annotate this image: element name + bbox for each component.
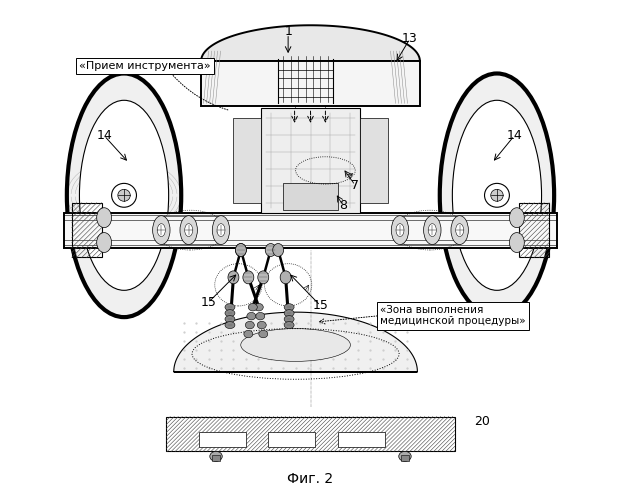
Text: 7: 7 [351,179,360,192]
Ellipse shape [259,330,268,338]
Ellipse shape [424,216,441,244]
Ellipse shape [225,316,235,322]
Text: Фиг. 2: Фиг. 2 [288,472,333,486]
Text: «Прием инструмента»: «Прием инструмента» [79,61,211,71]
Ellipse shape [284,316,294,322]
Bar [201,61,420,106]
Text: 8: 8 [339,198,347,212]
Ellipse shape [273,244,284,256]
Ellipse shape [509,208,524,228]
Ellipse shape [157,224,165,236]
Ellipse shape [184,224,193,236]
Ellipse shape [451,216,468,244]
Text: 15: 15 [201,296,217,308]
Ellipse shape [67,74,181,317]
Ellipse shape [258,271,269,284]
Ellipse shape [491,190,503,202]
Ellipse shape [180,216,197,244]
Ellipse shape [257,322,266,329]
Bar [283,183,338,210]
Ellipse shape [235,244,247,256]
Ellipse shape [225,322,235,328]
Ellipse shape [118,190,130,202]
Ellipse shape [212,216,230,244]
Text: 15: 15 [312,299,329,312]
Ellipse shape [509,232,524,252]
Ellipse shape [210,452,222,462]
Ellipse shape [97,208,112,228]
Bar [212,456,220,462]
Ellipse shape [243,271,254,284]
Ellipse shape [484,184,509,207]
Polygon shape [174,312,417,372]
Text: 14: 14 [507,129,522,142]
Bar [268,432,315,448]
Bar [360,118,388,203]
Ellipse shape [284,322,294,328]
Ellipse shape [228,271,239,284]
Ellipse shape [79,100,169,290]
Ellipse shape [440,74,554,317]
Ellipse shape [391,216,409,244]
Ellipse shape [217,224,225,236]
Bar [261,108,360,212]
Ellipse shape [265,244,276,256]
Ellipse shape [456,224,464,236]
Text: 13: 13 [402,32,418,45]
Text: 1: 1 [284,24,292,38]
Ellipse shape [248,304,257,311]
Ellipse shape [284,310,294,316]
Ellipse shape [452,100,542,290]
Polygon shape [201,26,420,61]
Ellipse shape [225,304,235,310]
Bar [166,416,455,452]
Bar [401,456,409,462]
Ellipse shape [153,216,170,244]
Ellipse shape [256,312,265,320]
Bar [519,203,549,258]
Text: «Зона выполнения
медицинской процедуры»: «Зона выполнения медицинской процедуры» [380,305,526,326]
Ellipse shape [225,310,235,316]
Bar [65,212,556,248]
Bar [199,432,246,448]
Text: 14: 14 [96,129,112,142]
Ellipse shape [284,304,294,310]
Text: 20: 20 [474,415,490,428]
Ellipse shape [255,304,263,311]
Ellipse shape [399,452,411,462]
Ellipse shape [235,244,247,256]
Bar [72,203,102,258]
Ellipse shape [280,271,291,284]
Ellipse shape [396,224,404,236]
Ellipse shape [428,224,437,236]
Ellipse shape [244,330,253,338]
Ellipse shape [97,232,112,252]
Bar [233,118,261,203]
Ellipse shape [245,322,255,329]
Ellipse shape [247,312,256,320]
Ellipse shape [241,328,350,362]
Ellipse shape [112,184,137,207]
Bar [338,432,385,448]
